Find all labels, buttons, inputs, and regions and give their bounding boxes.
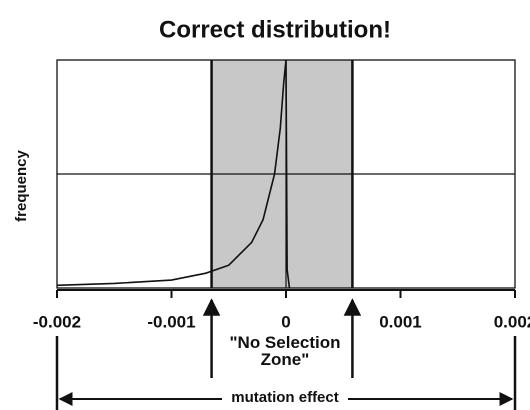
- zone-annotation: "No Selection Zone": [220, 334, 350, 368]
- x-tick-label: 0.001: [379, 312, 422, 331]
- x-tick-label: -0.002: [33, 312, 81, 331]
- x-axis-label: mutation effect: [231, 389, 339, 406]
- chart-title: Correct distribution!: [159, 16, 391, 43]
- page: Correct distribution! frequency -0.002 -0…: [0, 0, 530, 410]
- x-tick-label: 0.002: [494, 312, 530, 331]
- x-tick-label: 0: [281, 312, 290, 331]
- x-tick-label: -0.001: [147, 312, 195, 331]
- y-axis-label: frequency: [13, 150, 30, 222]
